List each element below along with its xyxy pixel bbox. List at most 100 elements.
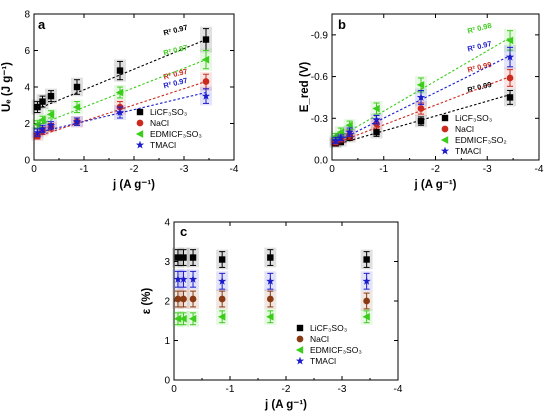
data-point (417, 105, 425, 112)
data-point (46, 121, 56, 129)
data-point (34, 103, 41, 111)
data-point (174, 295, 182, 303)
data-point (218, 312, 226, 321)
series-0: R² 0.97 (31, 23, 212, 115)
data-point (331, 132, 339, 141)
data-point (331, 136, 340, 145)
data-point (202, 36, 210, 43)
data-point (416, 81, 425, 89)
x-tick-label: 0 (31, 164, 37, 175)
legend-marker (440, 146, 450, 155)
legend-marker (295, 346, 304, 354)
data-point (46, 110, 55, 119)
data-point (174, 254, 182, 261)
legend-label: EDMICF₃SO₃ (310, 345, 362, 355)
data-point (363, 297, 371, 305)
legend-entry: NaCl (296, 334, 329, 344)
data-point (218, 295, 226, 303)
legend-entry: LiCF₃SO₃ (136, 107, 187, 117)
legend-marker (136, 119, 144, 127)
x-tick-label: -1 (379, 164, 388, 175)
y-axis-label: Uₑ (J g⁻¹) (1, 62, 13, 112)
legend-marker (441, 114, 449, 122)
x-tick-label: -2 (282, 384, 291, 395)
x-tick-label: -1 (80, 164, 89, 175)
fit-r2-label: R² 0.97 (162, 43, 188, 58)
legend-label: NaCl (150, 118, 169, 128)
chart-panel-b: 0 -1 -2 -3 -4 0.0 -0.3 -0.6 -0.9 j (A g⁻¹) E_red (… (299, 13, 544, 191)
legend-label: LiCF₃SO₃ (455, 113, 492, 123)
panel-label: b (338, 17, 346, 32)
data-point (201, 55, 210, 64)
y-tick-label: 0 (24, 156, 30, 167)
legend-marker (295, 356, 305, 365)
chart-panel-a: 0 -1 -2 -3 -4 0 2 4 6 8 j (A g⁻¹) Uₑ (J g⁻¹) a R² 0.9… (1, 10, 239, 192)
legend-entry: TMACl (135, 140, 176, 150)
x-tick-label: -4 (535, 164, 544, 175)
data-point (416, 93, 426, 101)
panel-label: c (180, 224, 187, 239)
fit-line (335, 37, 511, 140)
data-point (506, 94, 514, 101)
y-tick-label: 1 (164, 336, 170, 347)
data-point (115, 108, 125, 117)
y-tick-label: -0.6 (311, 72, 329, 83)
y-tick-label: 2 (24, 119, 30, 130)
series-3 (171, 269, 373, 292)
x-axis-label: j (A g⁻¹) (112, 179, 155, 191)
data-point (115, 88, 124, 97)
data-point (372, 115, 381, 124)
legend-marker (136, 108, 144, 116)
legend-marker (440, 136, 449, 144)
data-point (336, 128, 344, 137)
data-point (179, 314, 187, 323)
series-2: R² 0.97 (31, 43, 212, 131)
data-point (336, 133, 345, 142)
data-point (267, 254, 274, 261)
data-point (73, 83, 81, 91)
data-point (180, 254, 187, 261)
data-point (362, 312, 370, 321)
legend-label: EDMICF₃SO₃ (150, 129, 202, 139)
y-tick-label: 3 (164, 257, 170, 268)
data-point (188, 274, 198, 283)
legend-entry: LiCF₃SO₃ (441, 113, 492, 123)
legend-label: TMACl (150, 140, 176, 150)
x-tick-label: -2 (130, 164, 139, 175)
x-tick-label: -3 (483, 164, 492, 175)
legend-label: LiCF₃SO₃ (150, 107, 187, 117)
data-point (33, 120, 41, 129)
data-point (505, 36, 514, 45)
data-point (38, 124, 47, 133)
legend-entry: LiCF₃SO₃ (296, 323, 347, 333)
x-tick-label: 0 (329, 164, 335, 175)
series-0 (171, 247, 373, 270)
legend-entry: NaCl (441, 124, 474, 134)
y-tick-label: 2 (164, 297, 170, 308)
data-point (188, 314, 197, 323)
data-point (180, 295, 187, 303)
y-tick-label: 0.0 (314, 156, 328, 167)
legend-entry: EDMICF₃SO₃ (135, 129, 202, 139)
data-point (266, 312, 274, 321)
data-point (189, 254, 197, 261)
fit-r2-label: R² 0.98 (466, 21, 492, 36)
x-tick-label: -3 (338, 384, 347, 395)
y-axis-label: E_red (V) (299, 62, 311, 113)
data-point (173, 314, 182, 323)
y-tick-label: 6 (24, 46, 30, 57)
y-tick-label: 4 (24, 83, 30, 94)
data-point (33, 128, 42, 137)
panel-label: a (38, 17, 46, 32)
data-point (47, 92, 55, 100)
series-3: R² 0.97 (31, 76, 212, 139)
series-2 (171, 308, 373, 327)
legend-label: NaCl (310, 334, 329, 344)
data-point (218, 256, 226, 263)
data-point (417, 117, 425, 125)
fit-r2-label: R² 0.97 (162, 23, 188, 38)
chart-panel-c: 0 -1 -2 -3 -4 0 1 2 3 4 j (A g⁻¹) ε (%) c LiCF₃SO₃NaC… (141, 218, 403, 412)
series-1 (171, 289, 373, 311)
data-point (363, 256, 370, 263)
